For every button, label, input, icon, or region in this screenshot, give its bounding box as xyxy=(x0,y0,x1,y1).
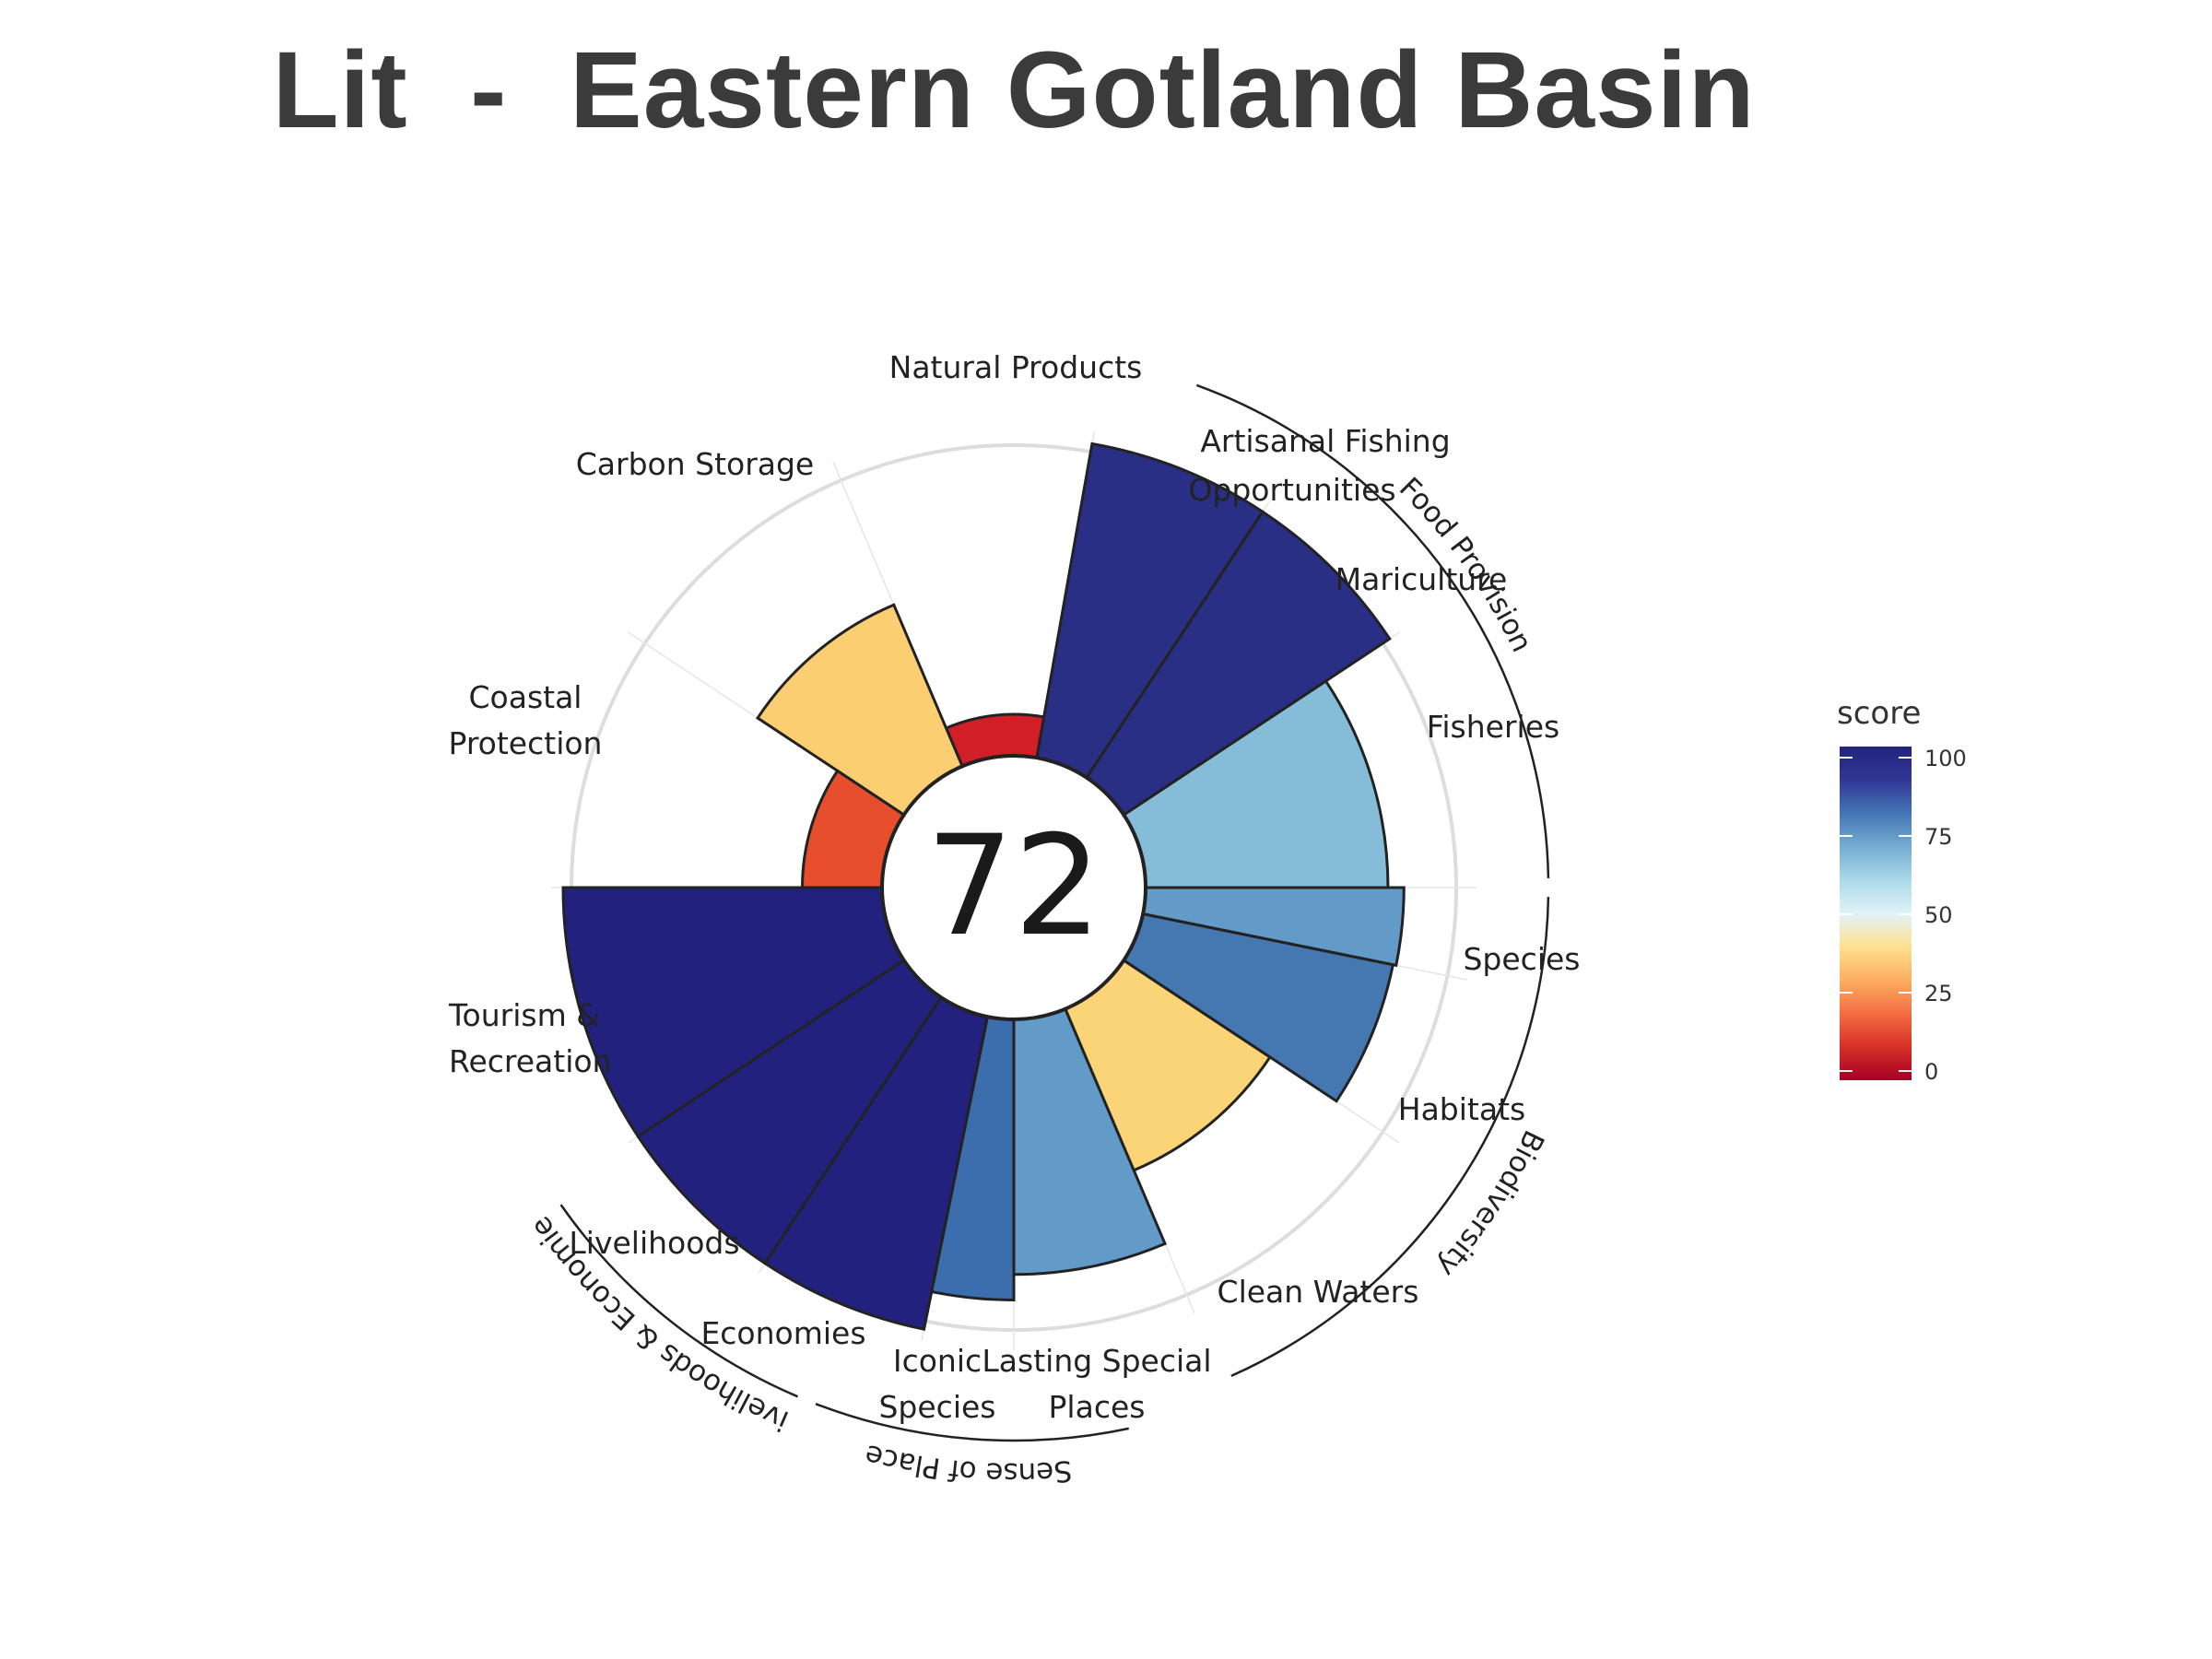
group-label-sense-of-place: Sense of Place xyxy=(862,1438,1074,1489)
group-arc-biodiversity xyxy=(1230,897,1550,1378)
goal-label-species: Species xyxy=(1463,941,1580,977)
legend: score 0 25 50 75 100 xyxy=(1837,695,1967,1085)
goal-label-habitats: Habitats xyxy=(1398,1091,1525,1127)
legend-tick-label: 25 xyxy=(1924,981,1953,1006)
goal-label-economies: Economies xyxy=(700,1315,865,1351)
goal-label-lasting-special-places: Lasting Special Places xyxy=(982,1343,1211,1425)
goal-label-tourism-and-recreation: Tourism & Recreation xyxy=(448,997,611,1079)
overall-score: 72 xyxy=(926,806,1102,967)
group-arc-livelihoods-and-economies xyxy=(559,1204,799,1398)
goal-label-natural-products: Natural Products xyxy=(889,349,1143,385)
legend-tick-label: 0 xyxy=(1924,1059,1938,1085)
goal-label-mariculture: Mariculture xyxy=(1335,561,1508,597)
group-arc-sense-of-place xyxy=(815,1402,1130,1442)
legend-tick-label: 100 xyxy=(1924,746,1967,771)
legend-tick-label: 50 xyxy=(1924,902,1953,928)
goal-label-layer: Fisheries Mariculture Artisanal Fishing Opp… xyxy=(448,349,1581,1425)
goal-label-fisheries: Fisheries xyxy=(1427,709,1559,745)
goal-label-artisanal-fishing-opportunities: Artisanal Fishing Opportunities xyxy=(1188,423,1450,508)
goal-label-carbon-storage: Carbon Storage xyxy=(576,446,815,482)
goal-label-iconic-species: Iconic Species xyxy=(878,1343,995,1425)
legend-title: score xyxy=(1837,695,1921,732)
group-label-livelihoods-and-economies: Livelihoods & Economies xyxy=(0,0,794,1437)
petal-layer xyxy=(561,441,1406,1331)
legend-ticks: 0 25 50 75 100 xyxy=(1840,746,1967,1085)
goal-label-livelihoods: Livelihoods xyxy=(569,1225,739,1261)
goal-label-coastal-protection: Coastal Protection xyxy=(449,679,603,761)
group-label-biodiversity: Biodiversity xyxy=(1430,1124,1550,1283)
legend-tick-label: 75 xyxy=(1924,824,1953,850)
center-disc xyxy=(880,754,1147,1021)
goal-label-clean-waters: Clean Waters xyxy=(1218,1274,1419,1310)
group-arc-food-provision xyxy=(1195,383,1550,878)
chart-title: Lit - Eastern Gotland Basin xyxy=(272,29,1756,151)
